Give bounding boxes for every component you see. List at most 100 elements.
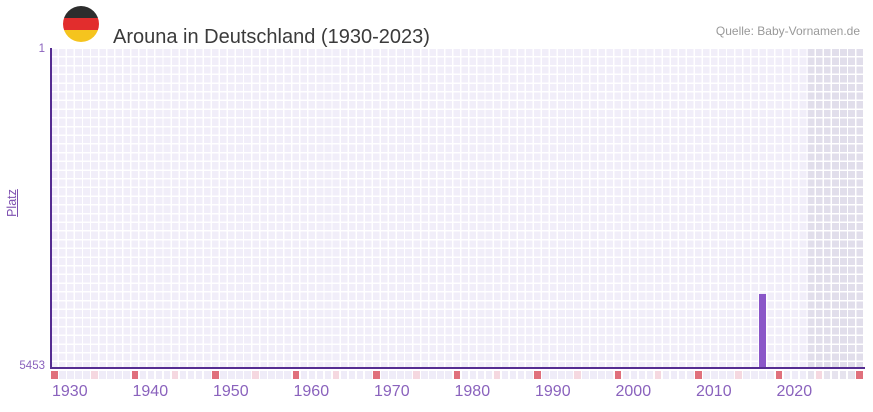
future-years-shaded-zone <box>807 49 864 368</box>
strip-cell-2001 <box>622 371 630 379</box>
x-tick-label-1930: 1930 <box>52 383 88 400</box>
strip-cell-1973 <box>397 371 404 379</box>
x-tick-label-1990: 1990 <box>535 383 571 400</box>
strip-cell-2016 <box>743 371 750 379</box>
strip-cell-1983 <box>477 371 485 379</box>
strip-cell-1941 <box>139 371 147 379</box>
strip-cell-1990 <box>534 371 541 379</box>
strip-cell-1982 <box>469 371 477 379</box>
strip-cell-1956 <box>260 371 267 379</box>
strip-cell-1938 <box>115 371 122 379</box>
strip-cell-1962 <box>308 371 316 379</box>
strip-cell-1986 <box>501 371 509 379</box>
strip-cell-2028 <box>839 371 847 379</box>
y-tick-bottom: 5453 <box>19 360 45 372</box>
strip-cell-1995 <box>574 371 581 379</box>
strip-cell-1999 <box>606 371 614 379</box>
strip-cell-2012 <box>711 371 718 379</box>
strip-cell-1958 <box>276 371 283 379</box>
strip-cell-2025 <box>815 371 823 379</box>
strip-cell-1930 <box>51 371 58 379</box>
strip-cell-1944 <box>163 371 171 379</box>
y-axis-line <box>49 48 52 369</box>
strip-cell-1942 <box>147 371 155 379</box>
y-axis-label-link[interactable]: Platz <box>5 189 19 217</box>
x-tick-label-2010: 2010 <box>696 383 732 400</box>
x-tick-label-2000: 2000 <box>615 383 652 400</box>
strip-cell-1961 <box>300 371 308 379</box>
strip-cell-1939 <box>123 371 131 379</box>
x-axis-line <box>49 367 865 369</box>
plot-area <box>51 49 864 368</box>
strip-cell-1937 <box>107 371 114 379</box>
strip-cell-2017 <box>751 371 758 379</box>
strip-cell-2004 <box>646 371 654 379</box>
strip-cell-2003 <box>638 371 646 379</box>
strip-cell-1984 <box>485 371 493 379</box>
strip-cell-2000 <box>614 371 622 379</box>
strip-cell-1954 <box>244 371 251 379</box>
strip-cell-1981 <box>461 371 469 379</box>
strip-cell-1957 <box>268 371 275 379</box>
strip-cell-1969 <box>364 371 372 379</box>
strip-cell-1931 <box>59 371 66 379</box>
strip-cell-2010 <box>695 371 702 379</box>
strip-cell-1997 <box>590 371 597 379</box>
strip-cell-1951 <box>220 371 227 379</box>
strip-cell-1955 <box>252 371 259 379</box>
strip-cell-1998 <box>598 371 605 379</box>
strip-cell-1965 <box>332 371 340 379</box>
x-tick-label-1950: 1950 <box>213 383 249 400</box>
strip-cell-1980 <box>453 371 461 379</box>
strip-cell-1970 <box>373 371 380 379</box>
strip-cell-1966 <box>340 371 348 379</box>
strip-cell-1963 <box>316 371 324 379</box>
strip-cell-1936 <box>99 371 106 379</box>
strip-cell-1948 <box>195 371 203 379</box>
strip-cell-1932 <box>67 371 74 379</box>
strip-cell-1949 <box>203 371 211 379</box>
strip-cell-2007 <box>670 371 678 379</box>
strip-cell-1976 <box>421 371 428 379</box>
x-tick-label-1940: 1940 <box>132 383 169 400</box>
strip-cell-1953 <box>236 371 243 379</box>
strip-cell-1989 <box>525 371 533 379</box>
strip-cell-2024 <box>807 371 815 379</box>
strip-cell-2021 <box>783 371 791 379</box>
strip-cell-2013 <box>719 371 726 379</box>
strip-cell-1940 <box>131 371 139 379</box>
strip-cell-1934 <box>83 371 90 379</box>
strip-cell-1978 <box>437 371 444 379</box>
strip-cell-1988 <box>517 371 525 379</box>
strip-cell-1968 <box>356 371 364 379</box>
strip-cell-2029 <box>847 371 855 379</box>
strip-cell-2022 <box>791 371 799 379</box>
strip-cell-2011 <box>703 371 710 379</box>
strip-cell-2019 <box>767 371 775 379</box>
strip-cell-1959 <box>284 371 292 379</box>
x-tick-label-1960: 1960 <box>293 383 330 400</box>
strip-cell-1946 <box>179 371 187 379</box>
strip-cell-2027 <box>831 371 839 379</box>
strip-cell-2015 <box>735 371 742 379</box>
strip-cell-1971 <box>381 371 388 379</box>
strip-cell-1964 <box>324 371 332 379</box>
strip-cell-2018 <box>759 371 766 379</box>
source-credit: Quelle: Baby-Vornamen.de <box>715 24 860 38</box>
strip-cell-1994 <box>566 371 573 379</box>
strip-cell-1992 <box>550 371 557 379</box>
strip-cell-2002 <box>630 371 638 379</box>
strip-cell-1993 <box>558 371 565 379</box>
year-marker-strip <box>51 371 864 379</box>
strip-cell-1996 <box>582 371 589 379</box>
x-tick-label-1970: 1970 <box>374 383 410 400</box>
strip-cell-2030 <box>856 371 863 379</box>
strip-cell-1943 <box>155 371 163 379</box>
rank-bar-2018[interactable] <box>759 294 766 368</box>
strip-cell-1979 <box>445 371 453 379</box>
x-tick-label-1980: 1980 <box>454 383 491 400</box>
strip-cell-1935 <box>91 371 98 379</box>
strip-cell-1960 <box>292 371 300 379</box>
strip-cell-1977 <box>429 371 436 379</box>
strip-cell-1974 <box>405 371 412 379</box>
